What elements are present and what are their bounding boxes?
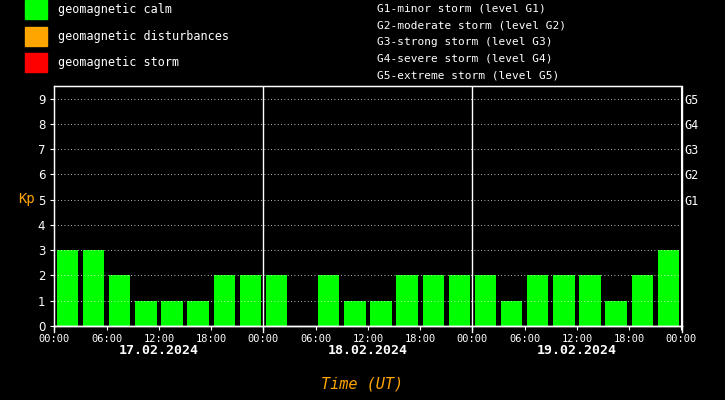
Bar: [579, 276, 601, 326]
Bar: [187, 301, 209, 326]
Bar: [240, 276, 261, 326]
Text: G5-extreme storm (level G5): G5-extreme storm (level G5): [377, 71, 559, 81]
Bar: [423, 276, 444, 326]
Bar: [25, 0, 47, 19]
Bar: [109, 276, 130, 326]
Text: geomagnetic storm: geomagnetic storm: [58, 56, 179, 69]
Text: Time (UT): Time (UT): [321, 376, 404, 391]
Bar: [213, 276, 235, 326]
Bar: [25, 27, 47, 46]
Bar: [370, 301, 392, 326]
Bar: [527, 276, 549, 326]
Bar: [57, 250, 78, 326]
Bar: [83, 250, 104, 326]
Text: G1-minor storm (level G1): G1-minor storm (level G1): [377, 4, 546, 14]
Text: 18.02.2024: 18.02.2024: [328, 344, 408, 357]
Text: geomagnetic disturbances: geomagnetic disturbances: [58, 30, 229, 43]
Text: G2-moderate storm (level G2): G2-moderate storm (level G2): [377, 20, 566, 30]
Text: geomagnetic calm: geomagnetic calm: [58, 3, 172, 16]
Text: G3-strong storm (level G3): G3-strong storm (level G3): [377, 37, 552, 47]
Bar: [658, 250, 679, 326]
Bar: [449, 276, 470, 326]
Bar: [161, 301, 183, 326]
Bar: [553, 276, 575, 326]
Y-axis label: Kp: Kp: [18, 192, 35, 206]
Bar: [344, 301, 365, 326]
Bar: [631, 276, 653, 326]
Text: G4-severe storm (level G4): G4-severe storm (level G4): [377, 54, 552, 64]
Bar: [25, 53, 47, 72]
Text: 19.02.2024: 19.02.2024: [537, 344, 617, 357]
Bar: [605, 301, 627, 326]
Bar: [501, 301, 523, 326]
Bar: [135, 301, 157, 326]
Bar: [266, 276, 287, 326]
Bar: [475, 276, 496, 326]
Bar: [397, 276, 418, 326]
Bar: [318, 276, 339, 326]
Text: 17.02.2024: 17.02.2024: [119, 344, 199, 357]
